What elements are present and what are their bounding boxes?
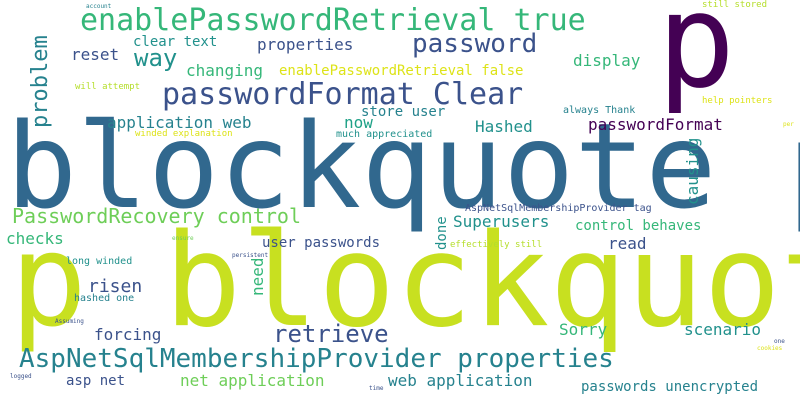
word-passwords-unencrypted: passwords unencrypted	[581, 379, 759, 395]
word-password-format: passwordFormat	[588, 115, 723, 134]
word-time: time	[369, 385, 384, 392]
word-p-blockquote: p blockquote	[10, 207, 800, 356]
word-p-large: p	[657, 0, 736, 117]
word-changing: changing	[186, 61, 264, 80]
word-now: now	[344, 113, 373, 132]
word-hashed: Hashed	[475, 117, 533, 136]
word-superusers: Superusers	[453, 212, 550, 231]
word-long-winded: long winded	[66, 256, 133, 267]
word-scenario: scenario	[684, 320, 762, 339]
word-password-recovery-control: PasswordRecovery control	[12, 204, 301, 228]
word-cookies: cookies	[757, 345, 783, 352]
word-display: display	[573, 51, 641, 70]
word-per: per	[783, 121, 794, 128]
word-enable-retrieval-true: enablePasswordRetrieval true	[80, 3, 586, 38]
word-blockquote-p: blockquote p	[6, 97, 800, 235]
word-application-web: application web	[107, 113, 252, 132]
word-help-pointers: help pointers	[702, 96, 773, 106]
word-user-passwords: user passwords	[262, 235, 381, 251]
word-logged: logged	[10, 373, 32, 380]
word-forcing: forcing	[94, 325, 162, 344]
word-much-appreciated: much appreciated	[336, 129, 433, 140]
word-effectively-still: effectively still	[450, 240, 543, 250]
word-net-application: net application	[180, 371, 325, 390]
word-done: done	[434, 216, 450, 250]
word-sorry: Sorry	[559, 320, 608, 339]
word-clear-text: clear text	[133, 34, 218, 50]
word-still-stored: still stored	[702, 0, 768, 10]
word-problem: problem	[28, 35, 53, 128]
word-will-attempt: will attempt	[75, 82, 141, 92]
word-enable-retrieval-false: enablePasswordRetrieval false	[279, 63, 524, 79]
word-control-behaves: control behaves	[575, 218, 702, 234]
word-always-thank: always Thank	[563, 105, 636, 116]
word-assuming: Assuming	[55, 318, 84, 325]
word-hashed-one: hashed one	[74, 293, 135, 304]
word-asp-net: asp net	[66, 373, 126, 389]
word-store-user: store user	[361, 104, 446, 120]
word-provider-properties: AspNetSqlMembershipProvider properties	[19, 344, 614, 374]
word-causing: causing	[683, 137, 702, 205]
word-one: one	[774, 338, 785, 345]
word-account: account	[86, 3, 112, 10]
word-retrieve: retrieve	[273, 320, 389, 348]
word-persistent: persistent	[232, 252, 269, 259]
word-need: need	[248, 257, 267, 296]
word-risen: risen	[88, 276, 143, 297]
word-checks: checks	[6, 229, 64, 248]
word-web-application: web application	[388, 371, 533, 390]
word-provider-tag: AspNetSqlMembershipProvider tag	[465, 203, 652, 214]
word-reset: reset	[71, 45, 120, 64]
word-winded-explanation: winded explanation	[135, 129, 233, 139]
word-properties: properties	[257, 35, 354, 54]
word-password-format-clear: passwordFormat Clear	[162, 77, 524, 112]
word-password: password	[412, 29, 538, 59]
word-way: way	[134, 44, 178, 72]
word-read: read	[608, 234, 647, 253]
word-ensure: ensure	[172, 235, 194, 242]
